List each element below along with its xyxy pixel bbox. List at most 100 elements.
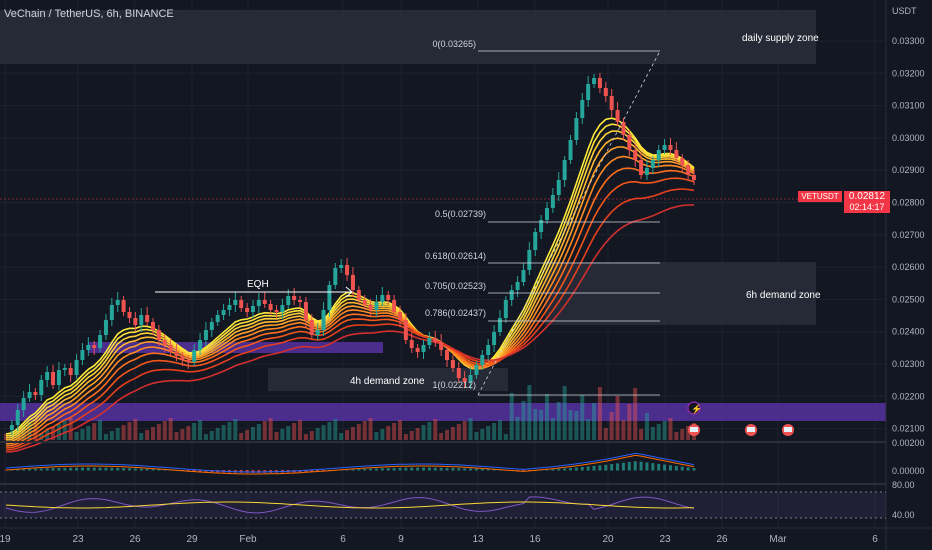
- candle-body: [521, 270, 526, 282]
- candle-body: [86, 345, 91, 350]
- macd-histogram-bar: [427, 467, 431, 471]
- candle-body: [574, 118, 579, 140]
- candle-body: [609, 96, 614, 110]
- volume-bar: [333, 419, 338, 440]
- candle-body: [121, 300, 126, 312]
- candle-body: [174, 352, 179, 356]
- lightning-event-icon[interactable]: [687, 401, 701, 415]
- candle-body: [474, 365, 479, 375]
- time-axis[interactable]: 19 23 26 29 Feb 6 9 13 16 20 23 26 Mar 6: [0, 534, 878, 545]
- volume-bar: [515, 417, 520, 440]
- ema-line: [5, 167, 695, 447]
- macd-histogram-bar: [186, 470, 190, 472]
- candle-body: [644, 168, 649, 175]
- macd-histogram-bar: [633, 461, 637, 471]
- price-tick: 0.02100: [892, 424, 925, 434]
- macd-histogram-bar: [45, 468, 49, 471]
- macd-histogram-bar: [569, 467, 573, 471]
- volume-bar: [121, 425, 126, 440]
- macd-histogram-bar: [63, 467, 67, 471]
- candle-body: [427, 338, 432, 345]
- price-tick: 0.03200: [892, 68, 925, 78]
- candle-body: [98, 335, 103, 348]
- macd-histogram-bar: [351, 469, 355, 471]
- ema-line: [5, 177, 695, 449]
- fib-labels: 0(0.03265) 0.5(0.02739) 0.618(0.02614) 0…: [425, 39, 486, 390]
- time-tick: 6: [340, 534, 346, 545]
- fibonacci-retracement[interactable]: [477, 50, 661, 396]
- volume-bar: [198, 420, 203, 440]
- candle-body: [309, 320, 314, 335]
- price-tick: 0.03100: [892, 101, 925, 111]
- 4h-demand-zone: [268, 368, 508, 391]
- price-tick: 0.02800: [892, 198, 925, 208]
- candle-body: [597, 78, 602, 88]
- candle-body: [274, 310, 279, 312]
- symbol-title[interactable]: VeChain / TetherUS, 6h, BINANCE: [4, 8, 174, 20]
- fib-label-0: 0(0.03265): [432, 39, 476, 49]
- volume-bar: [239, 433, 244, 440]
- candle-body: [603, 88, 608, 96]
- candle-body: [586, 84, 591, 100]
- macd-histogram-bar: [398, 467, 402, 471]
- macd-histogram-bar: [192, 470, 196, 472]
- macd-histogram-bar: [198, 470, 202, 472]
- candle-body: [303, 302, 308, 320]
- candle-body: [15, 410, 20, 425]
- candle-body: [168, 345, 173, 352]
- macd-axis: 0.00200 0.00000: [892, 438, 925, 476]
- macd-histogram-bar: [563, 468, 567, 471]
- volume-bar: [303, 434, 308, 440]
- time-tick: Mar: [769, 534, 787, 545]
- macd-histogram-bar: [557, 468, 561, 471]
- volume-bar: [439, 433, 444, 440]
- candle-body: [480, 355, 485, 365]
- rsi-tick: 40.00: [892, 510, 915, 520]
- volume-bar: [115, 428, 120, 440]
- volume-bar: [62, 421, 67, 440]
- time-tick: 26: [716, 534, 728, 545]
- candle-body: [509, 290, 514, 300]
- candle-body: [180, 356, 185, 360]
- price-axis[interactable]: USDT 0.03300 0.03200 0.03100 0.03000 0.02900…: [892, 6, 925, 434]
- candle-body: [245, 308, 250, 312]
- candle-body: [156, 330, 161, 340]
- candle-body: [374, 302, 379, 310]
- volume-bar: [527, 385, 532, 440]
- volume-bar: [533, 409, 538, 440]
- volume-bar: [203, 434, 208, 440]
- candle-body: [456, 368, 461, 378]
- macd-histogram-bar: [663, 464, 667, 471]
- candle-body: [533, 232, 538, 250]
- time-tick: 9: [398, 534, 404, 545]
- price-tick: 0.02900: [892, 165, 925, 175]
- flag-event-icons[interactable]: [688, 424, 794, 436]
- current-price-value: 0.02812: [848, 191, 886, 202]
- volume-bar: [262, 421, 267, 440]
- time-tick: Feb: [239, 534, 257, 545]
- volume-bar: [609, 412, 614, 440]
- current-price-tag: VETUSDT 0.02812 02:14:17: [798, 191, 890, 213]
- volume-bar: [98, 420, 103, 440]
- macd-histogram-bar: [433, 467, 437, 471]
- volume-bar: [486, 426, 491, 440]
- candle-body: [592, 78, 597, 84]
- macd-histogram-bar: [657, 463, 661, 471]
- candle-body: [268, 304, 273, 310]
- volume-bar: [227, 422, 232, 440]
- macd-histogram-bar: [668, 465, 672, 471]
- volume-bar: [392, 423, 397, 440]
- volume-bar: [586, 419, 591, 440]
- macd-histogram-bar: [39, 468, 43, 471]
- volume-bar: [56, 424, 61, 440]
- candle-body: [56, 370, 61, 385]
- macd-tick: 0.00000: [892, 466, 925, 476]
- candle-body: [627, 135, 632, 150]
- macd-histogram-bar: [410, 467, 414, 471]
- candle-body: [486, 345, 491, 355]
- volume-bar: [539, 410, 544, 440]
- rsi-axis: 80.00 40.00: [892, 480, 915, 520]
- macd-histogram-bar: [322, 470, 326, 472]
- macd-histogram-bar: [604, 464, 608, 471]
